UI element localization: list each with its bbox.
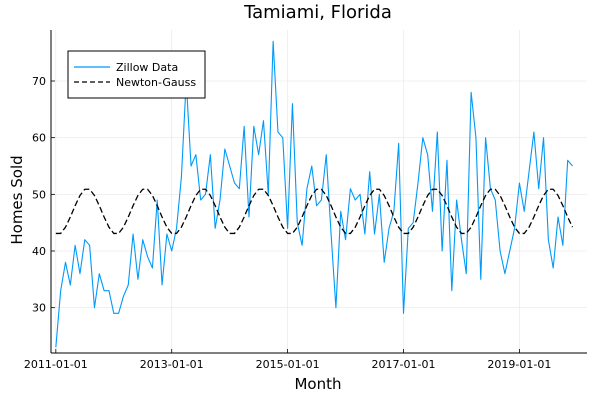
- series-line-zillow-data: [55, 40, 573, 348]
- legend-label-zillow-data: Zillow Data: [116, 61, 178, 74]
- y-axis-label: Homes Sold: [8, 155, 26, 244]
- legend-box: [67, 50, 206, 99]
- chart-title: Tamiami, Florida: [243, 2, 392, 23]
- grid: [51, 30, 587, 353]
- x-axis-label: Month: [294, 375, 341, 393]
- y-tick-label: 40: [32, 245, 46, 258]
- x-tick-label: 2017-01-01: [372, 358, 436, 371]
- x-tick-label: 2011-01-01: [24, 358, 88, 371]
- x-tick-label: 2013-01-01: [140, 358, 204, 371]
- x-tick-labels: 2011-01-01 2013-01-01 2015-01-01 2017-01-01…: [24, 358, 552, 371]
- legend-label-newton-gauss: Newton-Gauss: [116, 76, 196, 89]
- series-line-newton-gauss: [55, 188, 574, 235]
- y-tick-label: 70: [32, 75, 46, 88]
- y-tick-label: 60: [32, 132, 46, 145]
- y-tick-label: 30: [32, 302, 46, 315]
- y-tick-labels: 30 40 50 60 70: [32, 75, 46, 315]
- y-tick-label: 50: [32, 188, 46, 201]
- axes: [50, 30, 587, 354]
- legend: Zillow Data Newton-Gauss: [67, 50, 206, 99]
- x-tick-label: 2015-01-01: [256, 358, 320, 371]
- x-tick-label: 2019-01-01: [487, 358, 551, 371]
- series-group: [55, 40, 574, 348]
